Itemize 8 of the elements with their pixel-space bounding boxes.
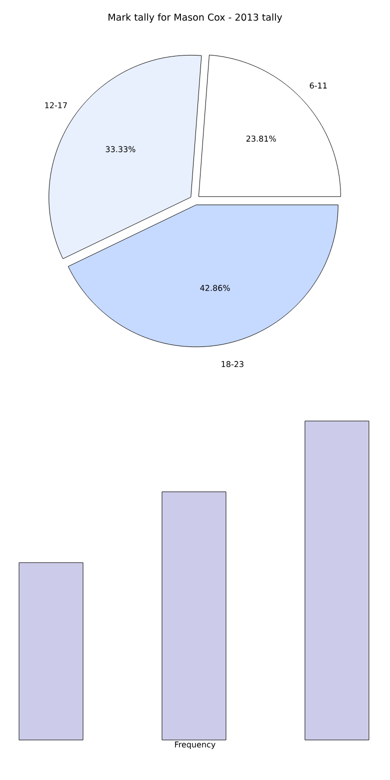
slice-label: 12-17 bbox=[45, 102, 67, 108]
slice-label: 18-23 bbox=[222, 361, 244, 368]
x-axis-title: Frequency bbox=[175, 742, 216, 750]
data-label: 42.86% bbox=[200, 284, 230, 291]
chart-title: Mark tally for Mason Cox - 2013 tally bbox=[108, 13, 282, 23]
slice-label: 6-11 bbox=[310, 82, 327, 89]
data-label: 33.33% bbox=[106, 146, 136, 152]
data-label: 23.81% bbox=[246, 136, 276, 142]
